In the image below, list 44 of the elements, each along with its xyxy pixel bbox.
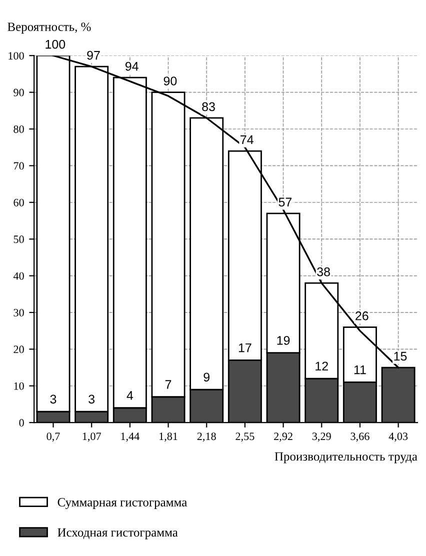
- y-axis-title: Вероятность, %: [8, 22, 91, 34]
- x-tick-label: 2,18: [197, 432, 216, 442]
- total-label: 97: [87, 50, 100, 60]
- total-label: 57: [278, 198, 292, 207]
- y-tick-label: 70: [14, 162, 24, 170]
- data-label: 7: [165, 380, 172, 389]
- x-tick-label: 0,7: [46, 432, 60, 442]
- x-tick-label: 2,92: [274, 432, 292, 442]
- data-label: 17: [238, 343, 252, 352]
- data-label: 12: [316, 362, 328, 370]
- y-tick-label: 10: [14, 382, 24, 390]
- y-tick-label: 0: [19, 419, 24, 427]
- legend-label: Суммарная гистограмма: [58, 498, 187, 510]
- data-label: 19: [277, 336, 290, 345]
- data-label: 11: [354, 365, 366, 374]
- y-tick-label: 20: [14, 346, 24, 354]
- total-label: 38: [317, 267, 330, 276]
- x-tick-label: 3,29: [312, 432, 331, 442]
- total-label: 83: [202, 102, 215, 112]
- x-tick-label: 1,44: [121, 432, 140, 442]
- total-label: 100: [46, 40, 66, 49]
- y-tick-label: 40: [13, 272, 24, 280]
- x-tick-label: 2,55: [236, 432, 254, 442]
- total-label: 15: [394, 352, 407, 361]
- x-tick-label: 1,81: [160, 432, 178, 442]
- x-axis-title: Производительность труда: [274, 452, 418, 464]
- y-tick-label: 100: [8, 52, 24, 60]
- x-tick-label: 1,07: [82, 432, 101, 442]
- data-label: 3: [88, 394, 95, 404]
- total-label: 90: [164, 76, 177, 86]
- y-tick-label: 30: [14, 308, 24, 316]
- y-tick-label: 90: [14, 88, 24, 96]
- total-label: 94: [125, 62, 138, 71]
- x-tick-label: 3,66: [350, 432, 370, 442]
- total-label: 74: [240, 135, 254, 144]
- y-tick-label: 80: [14, 125, 24, 133]
- legend-label: Исходная гистограмма: [58, 528, 178, 540]
- x-tick-label: 4,03: [388, 432, 408, 442]
- data-label: 9: [204, 372, 210, 382]
- total-label: 26: [356, 311, 368, 320]
- y-tick-label: 50: [14, 236, 24, 244]
- y-tick-label: 60: [14, 198, 24, 206]
- data-label: 4: [126, 391, 134, 400]
- data-label: 3: [50, 394, 56, 404]
